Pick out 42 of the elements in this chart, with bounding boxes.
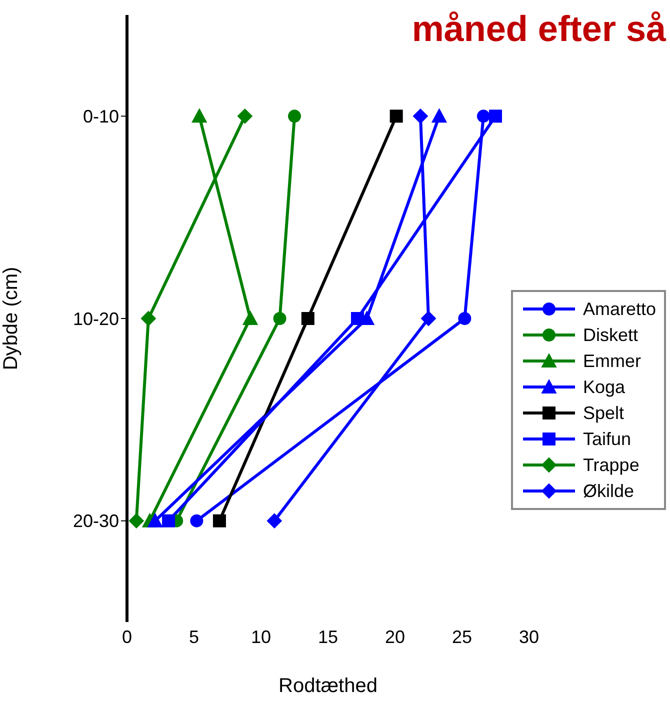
point xyxy=(148,513,163,528)
point xyxy=(489,110,502,123)
x-tick-label: 0 xyxy=(122,626,132,647)
point xyxy=(458,312,472,325)
y-tick-label: 20-30 xyxy=(72,511,119,532)
point xyxy=(350,312,364,325)
y-tick-label: 10-20 xyxy=(72,308,119,329)
point xyxy=(412,108,428,124)
point xyxy=(301,312,314,325)
point xyxy=(212,514,226,528)
legend-label: Koga xyxy=(582,376,626,398)
y-axis-title: Dybde (cm) xyxy=(0,266,22,370)
point xyxy=(288,110,301,123)
x-axis-title: Rodtæthed xyxy=(278,675,378,697)
point xyxy=(242,311,258,325)
point xyxy=(390,110,403,123)
point xyxy=(476,110,490,123)
legend-label: Emmer xyxy=(582,350,641,372)
legend-label: Taifun xyxy=(582,428,632,450)
y-tick-label: 0-10 xyxy=(82,106,119,127)
point xyxy=(162,514,176,528)
legend-label: Økilde xyxy=(582,480,634,502)
point xyxy=(432,108,447,123)
legend-label: Amaretto xyxy=(582,298,656,320)
x-tick-label: 5 xyxy=(188,626,200,647)
x-tick-label: 30 xyxy=(518,626,540,647)
legend-label: Trappe xyxy=(582,454,640,476)
point xyxy=(140,311,156,326)
legend-label: Spelt xyxy=(582,402,624,424)
x-tick-label: 20 xyxy=(384,626,406,647)
point xyxy=(190,514,204,528)
point xyxy=(192,108,207,123)
point xyxy=(237,108,252,124)
point xyxy=(266,513,282,528)
legend-label: Diskett xyxy=(582,324,638,346)
x-tick-label: 10 xyxy=(250,626,272,647)
x-tick-label: 15 xyxy=(318,626,338,647)
point xyxy=(273,312,286,325)
point xyxy=(421,311,436,326)
point xyxy=(128,513,144,528)
x-tick-label: 25 xyxy=(452,626,472,647)
chart-title: måned efter så xyxy=(412,8,666,50)
